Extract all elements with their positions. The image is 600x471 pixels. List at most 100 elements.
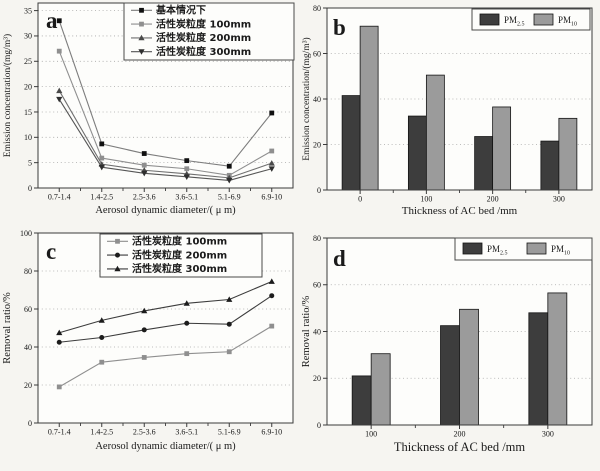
bar-pm25 (540, 140, 560, 191)
data-point-square-icon (226, 163, 232, 169)
bar-pm25 (407, 115, 427, 191)
x-tick-label: 3.6-5.1 (175, 193, 198, 202)
series-line (58, 99, 272, 181)
data-point-circle-icon (184, 320, 190, 326)
data-point-square-icon (56, 18, 62, 24)
y-axis-label: Emission concentration/(mg/m³) (301, 37, 312, 160)
bar-pm25 (528, 312, 549, 426)
data-point-square-icon (184, 166, 190, 172)
bar-pm10 (370, 353, 391, 426)
x-axis-label: Aerosol dynamic diameter/( μ m) (95, 441, 236, 452)
data-point-triangle-down-icon (141, 170, 148, 177)
y-tick-label: 0 (28, 184, 32, 193)
chart-panel-c: 0 20 40 60 80 100 0.7-1.4 1.4-2.5 2.5-3.6 3.6-5.1… (0, 228, 300, 471)
data-point-square-icon (141, 162, 147, 168)
data-point-triangle-up-icon (268, 278, 275, 284)
y-tick-label: 35 (24, 6, 32, 15)
legend-label: 基本情况下 (155, 4, 206, 17)
data-point-circle-icon (56, 339, 62, 345)
data-point-square-icon (269, 110, 275, 116)
bar-pm10 (459, 308, 479, 426)
y-tick-label: 20 (313, 140, 321, 149)
data-point-square-icon (115, 238, 120, 244)
data-point-square-icon (56, 48, 62, 54)
y-tick-label: 0 (317, 421, 321, 430)
panel-letter: c (46, 239, 56, 264)
panel-letter: d (333, 246, 346, 271)
y-tick-label: 60 (313, 281, 321, 290)
chart-panel-b: 0 20 40 60 80 0 100 200 300 Thickness of AC bed /… (300, 0, 600, 228)
series-line (58, 325, 273, 388)
legend-swatch (462, 242, 483, 255)
x-tick-label: 200 (487, 195, 499, 204)
series-line (58, 20, 273, 167)
y-tick-label: 80 (24, 267, 32, 276)
bar-pm10 (558, 117, 578, 191)
data-point-circle-icon (115, 252, 120, 258)
legend-box (123, 2, 295, 61)
legend-label: 活性炭粒度 300mm (132, 262, 227, 275)
data-point-triangle-down-icon (56, 96, 63, 103)
x-tick-label: 0 (358, 195, 362, 204)
y-axis-label: Removal ratio/% (2, 292, 13, 364)
legend-box (454, 237, 593, 261)
y-tick-label: 20 (24, 82, 32, 91)
data-point-square-icon (269, 148, 275, 154)
series-line (58, 50, 273, 176)
y-tick-label: 60 (24, 305, 32, 314)
y-tick-label: 15 (24, 108, 32, 117)
bar-pm10 (547, 292, 568, 426)
y-tick-label: 10 (24, 133, 32, 142)
series-line (59, 280, 272, 334)
chart-panel-d: 0 20 40 60 80 100 200 300 Thickness of AC bed /m… (300, 228, 600, 471)
x-tick-label: 6.9-10 (261, 428, 282, 437)
x-tick-label: 5.1-6.9 (218, 193, 241, 202)
y-tick-label: 30 (24, 32, 32, 41)
data-point-square-icon (99, 141, 105, 147)
y-tick-label: 80 (313, 4, 321, 13)
legend-swatch (526, 242, 547, 255)
x-tick-label: 5.1-6.9 (218, 428, 241, 437)
data-point-triangle-up-icon (56, 329, 63, 336)
data-point-circle-icon (226, 321, 232, 327)
data-point-circle-icon (99, 335, 105, 340)
data-point-square-icon (99, 359, 105, 365)
x-axis-label: Thickness of AC bed /mm (394, 440, 526, 454)
y-axis-label: Emission concentration/(mg/m³) (2, 34, 13, 157)
bar-pm10 (359, 25, 379, 191)
y-tick-label: 25 (24, 57, 32, 66)
legend-label: 活性炭粒度 100mm (156, 17, 251, 30)
chart-panel-a: 0 5 10 15 20 25 30 35 0.7-1.4 1.4-2.5 2.5-3.6 3.6-5… (0, 0, 300, 228)
x-tick-label: 0.7-1.4 (48, 428, 71, 437)
chart-d-bar-chart: 0 20 40 60 80 100 200 300 Thickness of AC bed /m… (301, 234, 593, 454)
data-point-square-icon (226, 349, 232, 355)
data-point-square-icon (99, 155, 105, 161)
x-tick-label: 0.7-1.4 (48, 193, 71, 202)
data-point-triangle-down-icon (98, 164, 105, 171)
y-tick-label: 40 (313, 95, 321, 104)
data-point-triangle-up-icon (141, 307, 148, 314)
x-axis-label: Thickness of AC bed /mm (402, 205, 518, 217)
data-point-square-icon (141, 151, 147, 156)
y-tick-label: 80 (313, 234, 321, 243)
data-point-square-icon (139, 7, 144, 13)
y-tick-label: 0 (28, 419, 32, 428)
data-point-triangle-up-icon (268, 160, 275, 166)
x-tick-label: 2.5-3.6 (133, 193, 156, 202)
legend-label: 活性炭粒度 200mm (156, 31, 251, 44)
panel-letter: b (333, 15, 346, 40)
chart-b-bar-chart: 0 20 40 60 80 0 100 200 300 Thickness of AC bed /… (301, 4, 593, 217)
x-tick-label: 300 (553, 195, 565, 204)
data-point-triangle-down-icon (183, 174, 190, 180)
y-tick-label: 0 (317, 186, 321, 195)
data-point-triangle-up-icon (56, 87, 63, 94)
data-point-square-icon (139, 21, 144, 27)
x-tick-label: 200 (454, 430, 466, 439)
y-tick-label: 40 (24, 343, 32, 352)
x-tick-label: 300 (542, 430, 554, 439)
y-tick-label: 20 (24, 381, 32, 390)
legend-label-subscript: 2.5 (500, 251, 508, 257)
legend-label-subscript: 10 (564, 251, 570, 257)
legend-label-subscript: 10 (571, 22, 577, 28)
